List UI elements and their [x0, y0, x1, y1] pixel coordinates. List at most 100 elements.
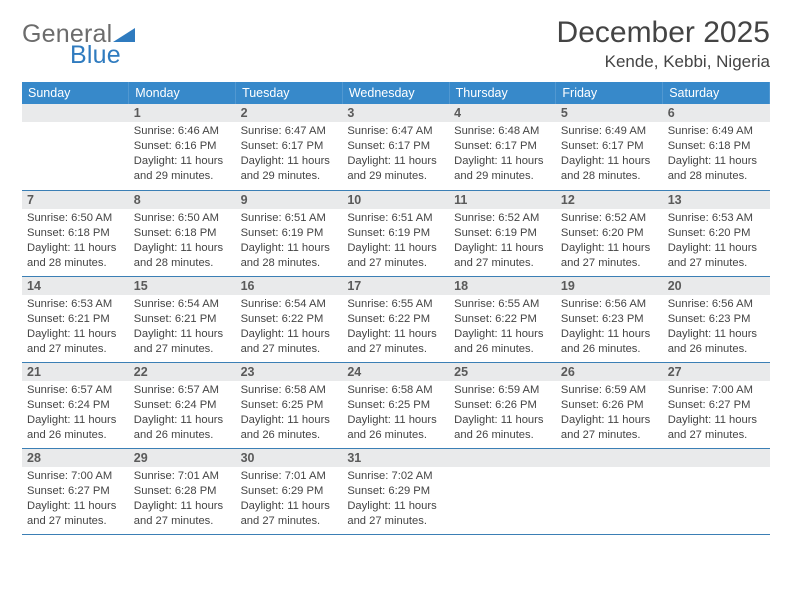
day-cell: 2Sunrise: 6:47 AMSunset: 6:17 PMDaylight… — [236, 104, 343, 190]
daynum: 31 — [342, 449, 449, 467]
sunrise-text: Sunrise: 7:02 AM — [347, 469, 444, 484]
day-details: Sunrise: 6:59 AMSunset: 6:26 PMDaylight:… — [449, 381, 556, 447]
daylight-line2: and 27 minutes. — [668, 256, 765, 271]
daylight-line2: and 28 minutes. — [668, 169, 765, 184]
day-details: Sunrise: 7:01 AMSunset: 6:29 PMDaylight:… — [236, 467, 343, 533]
day-details: Sunrise: 6:55 AMSunset: 6:22 PMDaylight:… — [342, 295, 449, 361]
sunset-text: Sunset: 6:27 PM — [668, 398, 765, 413]
weekday-monday: Monday — [129, 82, 236, 104]
calendar-table: SundayMondayTuesdayWednesdayThursdayFrid… — [22, 82, 770, 535]
daylight-line2: and 27 minutes. — [27, 342, 124, 357]
daynum: 7 — [22, 191, 129, 209]
sunset-text: Sunset: 6:17 PM — [454, 139, 551, 154]
weekday-saturday: Saturday — [663, 82, 770, 104]
daynum: 19 — [556, 277, 663, 295]
week-row: 21Sunrise: 6:57 AMSunset: 6:24 PMDayligh… — [22, 362, 770, 448]
day-details: Sunrise: 6:58 AMSunset: 6:25 PMDaylight:… — [342, 381, 449, 447]
day-details: Sunrise: 6:48 AMSunset: 6:17 PMDaylight:… — [449, 122, 556, 188]
sunrise-text: Sunrise: 6:58 AM — [347, 383, 444, 398]
day-cell: 17Sunrise: 6:55 AMSunset: 6:22 PMDayligh… — [342, 276, 449, 362]
daylight-line1: Daylight: 11 hours — [27, 499, 124, 514]
daylight-line2: and 28 minutes. — [561, 169, 658, 184]
day-cell: 26Sunrise: 6:59 AMSunset: 6:26 PMDayligh… — [556, 362, 663, 448]
week-row: 7Sunrise: 6:50 AMSunset: 6:18 PMDaylight… — [22, 190, 770, 276]
sunrise-text: Sunrise: 6:48 AM — [454, 124, 551, 139]
daynum: 15 — [129, 277, 236, 295]
sunrise-text: Sunrise: 6:57 AM — [134, 383, 231, 398]
sunset-text: Sunset: 6:29 PM — [241, 484, 338, 499]
sunrise-text: Sunrise: 6:52 AM — [561, 211, 658, 226]
location-label: Kende, Kebbi, Nigeria — [557, 52, 770, 72]
day-cell: 18Sunrise: 6:55 AMSunset: 6:22 PMDayligh… — [449, 276, 556, 362]
day-details: Sunrise: 6:59 AMSunset: 6:26 PMDaylight:… — [556, 381, 663, 447]
sunset-text: Sunset: 6:25 PM — [241, 398, 338, 413]
daylight-line2: and 27 minutes. — [668, 428, 765, 443]
day-details: Sunrise: 6:47 AMSunset: 6:17 PMDaylight:… — [236, 122, 343, 188]
day-cell: 30Sunrise: 7:01 AMSunset: 6:29 PMDayligh… — [236, 448, 343, 534]
day-details: Sunrise: 6:52 AMSunset: 6:19 PMDaylight:… — [449, 209, 556, 275]
day-cell: 13Sunrise: 6:53 AMSunset: 6:20 PMDayligh… — [663, 190, 770, 276]
daynum: 14 — [22, 277, 129, 295]
daynum: 5 — [556, 104, 663, 122]
day-cell: 10Sunrise: 6:51 AMSunset: 6:19 PMDayligh… — [342, 190, 449, 276]
day-details: Sunrise: 6:51 AMSunset: 6:19 PMDaylight:… — [236, 209, 343, 275]
sunset-text: Sunset: 6:22 PM — [347, 312, 444, 327]
daylight-line2: and 26 minutes. — [134, 428, 231, 443]
daynum-empty — [22, 104, 129, 122]
brand-part2: Blue — [70, 41, 121, 70]
day-cell: 6Sunrise: 6:49 AMSunset: 6:18 PMDaylight… — [663, 104, 770, 190]
sunrise-text: Sunrise: 6:57 AM — [27, 383, 124, 398]
day-details: Sunrise: 6:54 AMSunset: 6:22 PMDaylight:… — [236, 295, 343, 361]
sunrise-text: Sunrise: 6:55 AM — [454, 297, 551, 312]
daylight-line2: and 27 minutes. — [561, 428, 658, 443]
day-details: Sunrise: 6:57 AMSunset: 6:24 PMDaylight:… — [129, 381, 236, 447]
daylight-line1: Daylight: 11 hours — [668, 413, 765, 428]
day-cell: 3Sunrise: 6:47 AMSunset: 6:17 PMDaylight… — [342, 104, 449, 190]
daynum: 8 — [129, 191, 236, 209]
daylight-line1: Daylight: 11 hours — [134, 327, 231, 342]
daynum-empty — [449, 449, 556, 467]
daylight-line2: and 26 minutes. — [668, 342, 765, 357]
day-cell: 22Sunrise: 6:57 AMSunset: 6:24 PMDayligh… — [129, 362, 236, 448]
sunrise-text: Sunrise: 6:53 AM — [27, 297, 124, 312]
day-details: Sunrise: 6:52 AMSunset: 6:20 PMDaylight:… — [556, 209, 663, 275]
day-details: Sunrise: 6:46 AMSunset: 6:16 PMDaylight:… — [129, 122, 236, 188]
sunset-text: Sunset: 6:22 PM — [241, 312, 338, 327]
day-details: Sunrise: 6:54 AMSunset: 6:21 PMDaylight:… — [129, 295, 236, 361]
day-details: Sunrise: 7:00 AMSunset: 6:27 PMDaylight:… — [663, 381, 770, 447]
day-details: Sunrise: 6:57 AMSunset: 6:24 PMDaylight:… — [22, 381, 129, 447]
daynum-empty — [663, 449, 770, 467]
daylight-line1: Daylight: 11 hours — [134, 499, 231, 514]
day-cell: 14Sunrise: 6:53 AMSunset: 6:21 PMDayligh… — [22, 276, 129, 362]
daynum: 3 — [342, 104, 449, 122]
daylight-line1: Daylight: 11 hours — [561, 241, 658, 256]
sunset-text: Sunset: 6:17 PM — [241, 139, 338, 154]
day-cell: 4Sunrise: 6:48 AMSunset: 6:17 PMDaylight… — [449, 104, 556, 190]
day-details: Sunrise: 6:49 AMSunset: 6:17 PMDaylight:… — [556, 122, 663, 188]
daylight-line2: and 29 minutes. — [347, 169, 444, 184]
daylight-line1: Daylight: 11 hours — [347, 499, 444, 514]
sunset-text: Sunset: 6:23 PM — [668, 312, 765, 327]
sunrise-text: Sunrise: 6:51 AM — [347, 211, 444, 226]
day-cell: 16Sunrise: 6:54 AMSunset: 6:22 PMDayligh… — [236, 276, 343, 362]
daynum-empty — [556, 449, 663, 467]
day-cell: 23Sunrise: 6:58 AMSunset: 6:25 PMDayligh… — [236, 362, 343, 448]
sunset-text: Sunset: 6:19 PM — [241, 226, 338, 241]
day-details: Sunrise: 6:53 AMSunset: 6:21 PMDaylight:… — [22, 295, 129, 361]
daylight-line2: and 28 minutes. — [241, 256, 338, 271]
day-cell: 19Sunrise: 6:56 AMSunset: 6:23 PMDayligh… — [556, 276, 663, 362]
sunrise-text: Sunrise: 6:49 AM — [668, 124, 765, 139]
daylight-line1: Daylight: 11 hours — [27, 241, 124, 256]
day-cell: 12Sunrise: 6:52 AMSunset: 6:20 PMDayligh… — [556, 190, 663, 276]
daynum: 12 — [556, 191, 663, 209]
sunset-text: Sunset: 6:18 PM — [668, 139, 765, 154]
weekday-friday: Friday — [556, 82, 663, 104]
daylight-line2: and 26 minutes. — [454, 428, 551, 443]
weekday-thursday: Thursday — [449, 82, 556, 104]
daylight-line1: Daylight: 11 hours — [347, 241, 444, 256]
daylight-line1: Daylight: 11 hours — [454, 154, 551, 169]
week-row: 14Sunrise: 6:53 AMSunset: 6:21 PMDayligh… — [22, 276, 770, 362]
daynum: 17 — [342, 277, 449, 295]
daynum: 27 — [663, 363, 770, 381]
day-cell: 21Sunrise: 6:57 AMSunset: 6:24 PMDayligh… — [22, 362, 129, 448]
